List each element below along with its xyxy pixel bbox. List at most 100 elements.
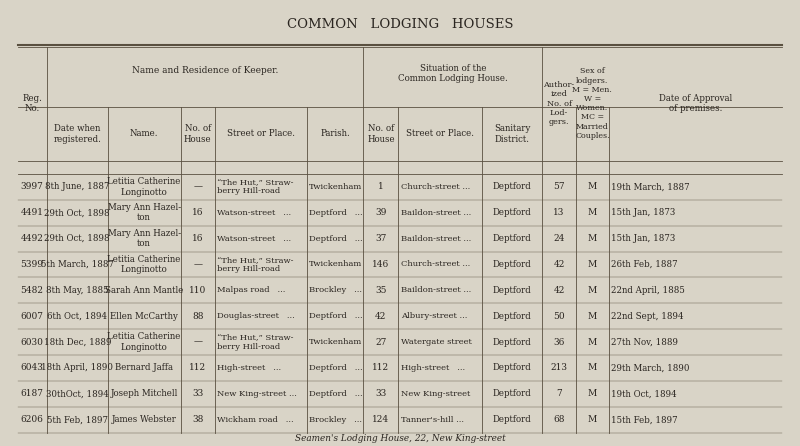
Text: Letitia Catherine
Longinotto: Letitia Catherine Longinotto — [107, 177, 181, 197]
Text: Baildon-street ...: Baildon-street ... — [401, 235, 471, 243]
Text: Brockley   ...: Brockley ... — [309, 416, 362, 424]
Text: New King-street: New King-street — [401, 390, 470, 398]
Text: 6th Oct, 1894: 6th Oct, 1894 — [47, 312, 107, 321]
Text: Twickenham: Twickenham — [309, 183, 362, 191]
Text: 33: 33 — [375, 389, 386, 398]
Text: 15th Feb, 1897: 15th Feb, 1897 — [611, 415, 678, 424]
Text: Author-
ized
No. of
Lod-
gers.: Author- ized No. of Lod- gers. — [543, 81, 574, 126]
Text: 38: 38 — [192, 415, 203, 424]
Text: 30thOct, 1894: 30thOct, 1894 — [46, 389, 109, 398]
Text: 124: 124 — [372, 415, 390, 424]
Text: “The Hut,” Straw-
berry Hill-road: “The Hut,” Straw- berry Hill-road — [218, 256, 294, 273]
Text: Deptford: Deptford — [493, 182, 531, 191]
Text: Deptford: Deptford — [493, 415, 531, 424]
Text: —: — — [194, 182, 202, 191]
Text: —: — — [194, 260, 202, 269]
Text: 5482: 5482 — [21, 286, 44, 295]
Text: Parish.: Parish. — [320, 129, 350, 138]
Text: Deptford   ...: Deptford ... — [309, 364, 362, 372]
Text: 5399: 5399 — [21, 260, 44, 269]
Text: Deptford: Deptford — [493, 363, 531, 372]
Text: Deptford: Deptford — [493, 260, 531, 269]
Text: 18th Dec, 1889: 18th Dec, 1889 — [43, 338, 111, 347]
Text: —: — — [194, 338, 202, 347]
Text: Deptford: Deptford — [493, 338, 531, 347]
Text: Deptford: Deptford — [493, 234, 531, 243]
Text: 42: 42 — [554, 286, 565, 295]
Text: 29th Oct, 1898: 29th Oct, 1898 — [45, 208, 110, 217]
Text: 16: 16 — [192, 234, 203, 243]
Text: 3997: 3997 — [21, 182, 43, 191]
Text: Street or Place.: Street or Place. — [406, 129, 474, 138]
Text: Sanitary
District.: Sanitary District. — [494, 124, 530, 144]
Text: 42: 42 — [554, 260, 565, 269]
Text: 6030: 6030 — [21, 338, 43, 347]
Text: 39: 39 — [375, 208, 386, 217]
Text: Church-street ...: Church-street ... — [401, 260, 470, 268]
Text: 27th Nov, 1889: 27th Nov, 1889 — [611, 338, 678, 347]
Text: Letitia Catherine
Longinotto: Letitia Catherine Longinotto — [107, 255, 181, 274]
Text: Albury-street ...: Albury-street ... — [401, 312, 467, 320]
Text: 112: 112 — [189, 363, 206, 372]
Text: Watson-street   ...: Watson-street ... — [218, 235, 291, 243]
Text: Deptford   ...: Deptford ... — [309, 235, 362, 243]
Text: 7: 7 — [556, 389, 562, 398]
Text: 18th April, 1890: 18th April, 1890 — [42, 363, 114, 372]
Text: Baildon-street ...: Baildon-street ... — [401, 286, 471, 294]
Text: M: M — [588, 312, 597, 321]
Text: 8th May, 1885: 8th May, 1885 — [46, 286, 109, 295]
Text: Deptford   ...: Deptford ... — [309, 209, 362, 217]
Text: Date of Approval
of premises.: Date of Approval of premises. — [659, 94, 732, 113]
Text: High-street   ...: High-street ... — [401, 364, 465, 372]
Text: Ellen McCarthy: Ellen McCarthy — [110, 312, 178, 321]
Text: COMMON   LODGING   HOUSES: COMMON LODGING HOUSES — [286, 18, 514, 31]
Text: M: M — [588, 260, 597, 269]
Text: 26th Feb, 1887: 26th Feb, 1887 — [611, 260, 678, 269]
Text: 29th March, 1890: 29th March, 1890 — [611, 363, 690, 372]
Text: Malpas road   ...: Malpas road ... — [218, 286, 286, 294]
Text: Name.: Name. — [130, 129, 158, 138]
Text: Deptford: Deptford — [493, 286, 531, 295]
Text: M: M — [588, 363, 597, 372]
Text: 1: 1 — [378, 182, 384, 191]
Text: No. of
House: No. of House — [367, 124, 394, 144]
Text: Watergate street: Watergate street — [401, 338, 472, 346]
Text: M: M — [588, 286, 597, 295]
Text: 57: 57 — [554, 182, 565, 191]
Text: M: M — [588, 415, 597, 424]
Text: 36: 36 — [554, 338, 565, 347]
Text: Baildon-street ...: Baildon-street ... — [401, 209, 471, 217]
Text: M: M — [588, 182, 597, 191]
Text: Deptford   ...: Deptford ... — [309, 312, 362, 320]
Text: Seamen's Lodging House, 22, New King-street: Seamen's Lodging House, 22, New King-str… — [294, 434, 506, 443]
Text: 6007: 6007 — [21, 312, 44, 321]
Text: Deptford: Deptford — [493, 389, 531, 398]
Text: 27: 27 — [375, 338, 386, 347]
Text: 110: 110 — [189, 286, 206, 295]
Text: 4492: 4492 — [21, 234, 43, 243]
Text: 15th Jan, 1873: 15th Jan, 1873 — [611, 208, 675, 217]
Text: Brockley   ...: Brockley ... — [309, 286, 362, 294]
Text: 6187: 6187 — [21, 389, 44, 398]
Text: 213: 213 — [550, 363, 567, 372]
Text: 33: 33 — [192, 389, 203, 398]
Text: Date when
registered.: Date when registered. — [54, 124, 101, 144]
Text: Mary Ann Hazel-
ton: Mary Ann Hazel- ton — [108, 229, 181, 248]
Text: “The Hut,” Straw-
berry Hill-road: “The Hut,” Straw- berry Hill-road — [218, 178, 294, 195]
Text: 19th March, 1887: 19th March, 1887 — [611, 182, 690, 191]
Text: No. of
House: No. of House — [184, 124, 211, 144]
Text: 19th Oct, 1894: 19th Oct, 1894 — [611, 389, 677, 398]
Text: M: M — [588, 338, 597, 347]
Text: 4491: 4491 — [21, 208, 44, 217]
Text: M: M — [588, 389, 597, 398]
Text: Street or Place.: Street or Place. — [227, 129, 295, 138]
Text: Deptford: Deptford — [493, 312, 531, 321]
Text: Reg.
No.: Reg. No. — [22, 94, 42, 113]
Text: 22nd April, 1885: 22nd April, 1885 — [611, 286, 685, 295]
Text: 8th June, 1887: 8th June, 1887 — [45, 182, 110, 191]
Text: Twickenham: Twickenham — [309, 338, 362, 346]
Text: 112: 112 — [372, 363, 390, 372]
Text: Deptford   ...: Deptford ... — [309, 390, 362, 398]
Text: Mary Ann Hazel-
ton: Mary Ann Hazel- ton — [108, 203, 181, 223]
Text: 146: 146 — [372, 260, 390, 269]
